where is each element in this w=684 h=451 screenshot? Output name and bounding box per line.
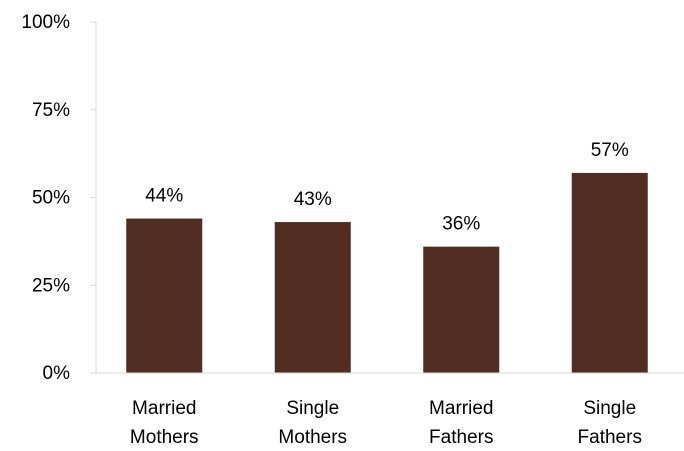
data-label: 43% (294, 189, 332, 210)
bar (423, 246, 500, 373)
x-tick-label: Mothers (130, 427, 199, 448)
bars (126, 172, 648, 373)
y-tick-label: 75% (32, 100, 70, 121)
bar (126, 218, 203, 373)
y-tick-label: 25% (32, 275, 70, 296)
x-tick-label: Single (583, 398, 636, 419)
x-tick-label: Fathers (429, 427, 493, 448)
y-tick-label: 50% (32, 188, 70, 209)
y-tick-label: 0% (43, 363, 71, 384)
y-tick-label: 100% (21, 12, 70, 33)
x-tick-label: Married (132, 398, 196, 419)
x-tick-label: Single (286, 398, 339, 419)
x-tick-label: Married (429, 398, 493, 419)
data-labels: 44% 43% 36% 57% (145, 140, 629, 235)
x-tick-label: Mothers (278, 427, 347, 448)
x-axis: Married Mothers Single Mothers Married Father… (90, 372, 684, 448)
y-axis: 0% 25% 50% 75% 100% (21, 12, 97, 384)
bar (274, 222, 351, 373)
bar (571, 172, 648, 373)
data-label: 36% (442, 214, 480, 235)
data-label: 57% (591, 140, 629, 161)
data-label: 44% (145, 186, 183, 207)
x-tick-label: Fathers (578, 427, 642, 448)
